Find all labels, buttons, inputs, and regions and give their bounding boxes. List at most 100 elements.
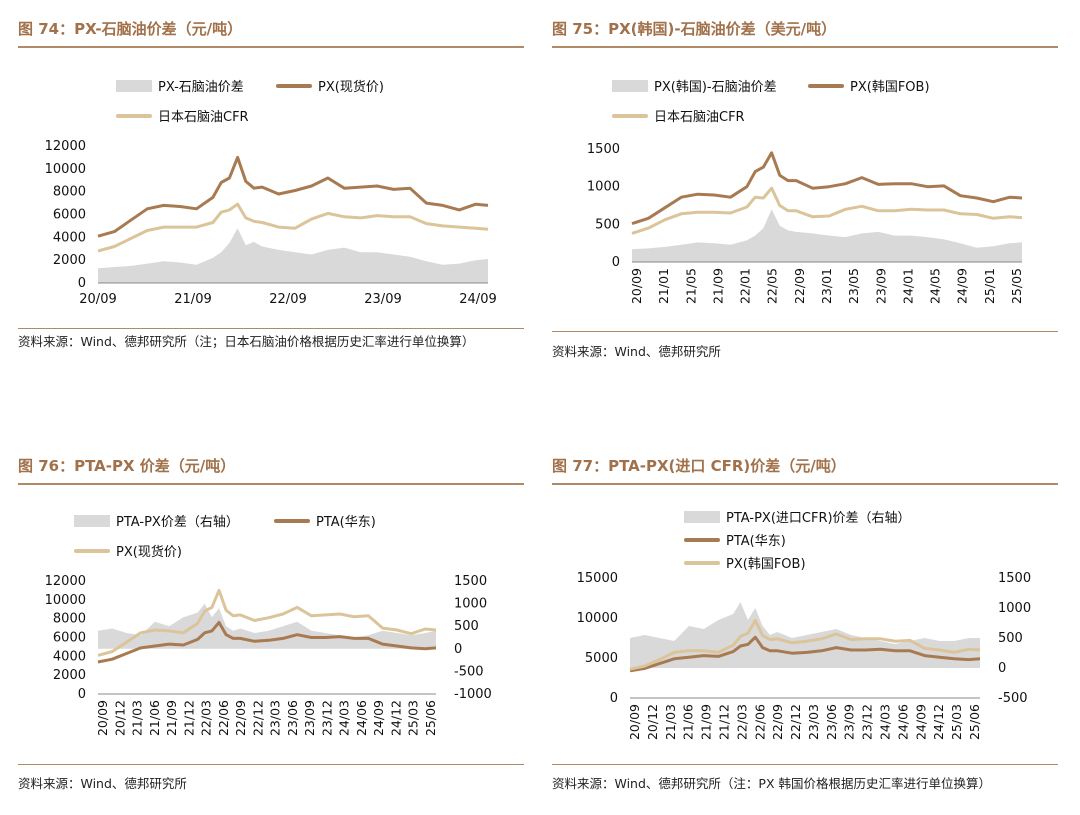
legend-item-spread: PTA-PX(进口CFR)价差（右轴）: [684, 507, 911, 526]
x-tick-label: 24/09: [955, 268, 970, 304]
x-tick-label: 22/03: [199, 700, 214, 736]
source-rule: [552, 764, 1058, 765]
legend-swatch-area: [74, 514, 110, 527]
y-tick-label: 10000: [577, 611, 618, 626]
x-tick-label: 21/12: [717, 704, 732, 740]
legend-swatch-area: [684, 510, 720, 523]
x-tick-label: 21/05: [683, 268, 698, 304]
x-tick-label: 22/12: [788, 704, 803, 740]
chart-75-plot: 0 500 1000 1500 20/09 21/01 21/05 21/09 22/01 22/…: [587, 142, 1024, 304]
legend-item-spread: PTA-PX价差（右轴）: [74, 511, 239, 530]
x-tick-label: 20/09: [79, 292, 116, 307]
x-tick-label: 20/12: [112, 700, 127, 736]
series-area-PTA-PX价差（右轴）: [98, 603, 436, 649]
x-tick-label: 22/01: [738, 268, 753, 304]
y-tick-label: 1000: [587, 180, 620, 195]
chart-title: 图 74：PX-石脑油价差（元/吨）: [18, 20, 243, 38]
y-tick-label: 2000: [53, 253, 86, 268]
chart-77-plot: 0 5000 10000 15000 -500 0 500 1000 1500 20/09 20/1…: [577, 571, 1031, 740]
x-tick-label: 22/05: [765, 268, 780, 304]
series-area-PX-石脑油价差: [98, 228, 488, 283]
source-rule: [552, 331, 1058, 332]
x-tick-label: 21/03: [663, 704, 678, 740]
x-tick-label: 24/06: [354, 700, 369, 736]
series-line-日本石脑油CFR: [97, 202, 489, 253]
x-tick-label: 23/03: [806, 704, 821, 740]
source-rule: [18, 764, 524, 765]
y-tick-label: 12000: [45, 574, 86, 589]
x-tick-label: 21/12: [181, 700, 196, 736]
legend-label: PX-石脑油价差: [158, 80, 244, 95]
legend-swatch-line: [684, 537, 720, 542]
x-tick-label: 24/09: [913, 704, 928, 740]
x-tick-label: 23/12: [319, 700, 334, 736]
y-tick-label: 6000: [53, 631, 86, 646]
x-tick-label: 23/09: [873, 268, 888, 304]
legend-label: PX(现货价): [318, 80, 384, 95]
legend-swatch-line: [116, 113, 152, 118]
x-tick-label: 22/09: [269, 292, 306, 307]
chart-panel-75: 图 75：PX(韩国)-石脑油价差（美元/吨） PX(韩国)-石脑油价差 PX(…: [552, 18, 1058, 378]
y2-tick-label: -500: [998, 691, 1028, 706]
y2-tick-label: 1000: [454, 597, 487, 612]
y-tick-label: 0: [78, 687, 86, 702]
x-tick-label: 23/09: [364, 292, 401, 307]
x-tick-label: 23/06: [824, 704, 839, 740]
x-tick-label: 25/01: [982, 268, 997, 304]
series-line-PX(现货价): [97, 155, 489, 238]
y2-tick-label: 1000: [998, 601, 1031, 616]
x-tick-label: 24/03: [337, 700, 352, 736]
y-tick-label: 4000: [53, 649, 86, 664]
x-tick-label: 24/09: [371, 700, 386, 736]
x-tick-label: 20/09: [627, 704, 642, 740]
legend-swatch-line: [684, 560, 720, 565]
x-tick-label: 21/01: [656, 268, 671, 304]
legend-item-pta: PTA(华东): [274, 511, 376, 530]
y-tick-label: 0: [612, 255, 620, 270]
legend-item-naphtha: 日本石脑油CFR: [116, 106, 249, 125]
y2-tick-label: 1500: [998, 571, 1031, 586]
y-tick-label: 500: [595, 217, 620, 232]
legend-label: PX(韩国FOB): [726, 557, 806, 572]
legend-swatch-line: [808, 83, 844, 88]
legend-swatch-line: [612, 113, 648, 118]
x-tick-label: 22/09: [233, 700, 248, 736]
y2-tick-label: 500: [454, 619, 479, 634]
legend-label: PTA(华东): [726, 534, 786, 549]
chart-74-plot: 0 2000 4000 6000 8000 10000 12000 20/09 21/09 22/…: [45, 139, 497, 307]
y-tick-label: 5000: [585, 651, 618, 666]
x-tick-label: 23/06: [285, 700, 300, 736]
y-tick-label: 8000: [53, 612, 86, 627]
x-tick-label: 24/05: [928, 268, 943, 304]
x-tick-label: 21/09: [699, 704, 714, 740]
x-tick-label: 21/06: [147, 700, 162, 736]
legend-swatch-line: [276, 83, 312, 88]
source-note: 资料来源：Wind、德邦研究所: [552, 344, 721, 359]
x-tick-label: 22/03: [734, 704, 749, 740]
x-tick-label: 25/06: [967, 704, 982, 740]
legend-item-px-korea: PX(韩国FOB): [684, 553, 806, 572]
x-tick-label: 22/09: [792, 268, 807, 304]
x-tick-label: 23/09: [302, 700, 317, 736]
y-tick-label: 2000: [53, 668, 86, 683]
chart-panel-76: 图 76：PTA-PX 价差（元/吨） PTA-PX价差（右轴） PTA(华东)…: [18, 455, 524, 805]
y-tick-label: 6000: [53, 208, 86, 223]
legend-swatch-line: [274, 518, 310, 523]
chart-title: 图 77：PTA-PX(进口 CFR)价差（元/吨）: [552, 457, 846, 475]
y2-tick-label: -1000: [454, 687, 492, 702]
series-line-日本石脑油CFR: [631, 186, 1023, 235]
y-tick-label: 10000: [45, 593, 86, 608]
x-tick-label: 25/03: [949, 704, 964, 740]
title-rule: [18, 483, 524, 485]
legend-item-spread: PX-石脑油价差: [116, 76, 244, 95]
legend-item-px: PX(现货价): [74, 541, 182, 560]
x-tick-label: 20/12: [645, 704, 660, 740]
y-tick-label: 0: [610, 691, 618, 706]
legend-label: PTA-PX(进口CFR)价差（右轴）: [726, 511, 911, 526]
x-tick-label: 21/09: [710, 268, 725, 304]
x-tick-label: 22/09: [770, 704, 785, 740]
x-tick-label: 23/09: [842, 704, 857, 740]
y-tick-label: 4000: [53, 230, 86, 245]
y2-tick-label: 500: [998, 631, 1023, 646]
series-line-PTA(华东): [629, 635, 981, 673]
